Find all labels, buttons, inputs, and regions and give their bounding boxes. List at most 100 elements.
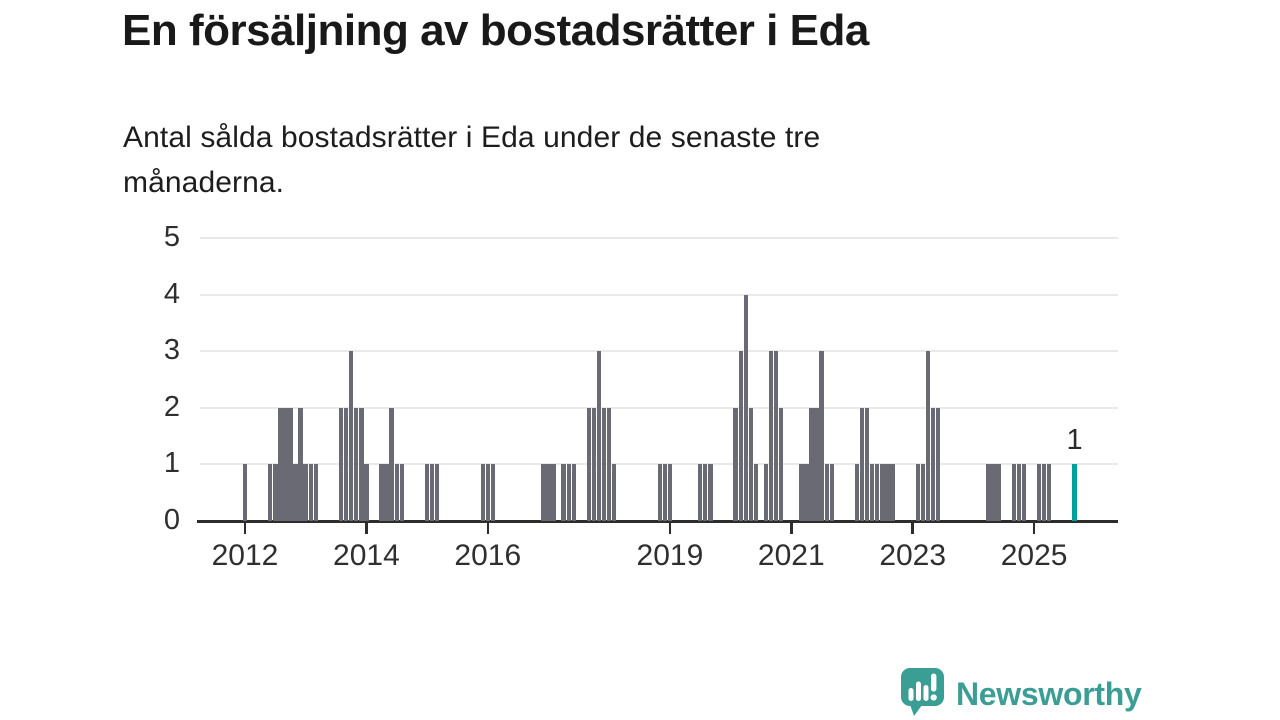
bar-2012-12 [298, 407, 303, 521]
y-tick-label: 4 [163, 277, 180, 310]
x-tick-label: 2016 [454, 539, 522, 572]
bar-2020-03 [738, 351, 743, 521]
bar-2016-01 [485, 464, 490, 521]
x-tick-label: 2023 [879, 539, 947, 572]
bar-2022-04 [864, 407, 870, 521]
x-tick-label: 2019 [636, 539, 704, 572]
bar-2017-05 [566, 464, 571, 521]
bar-2013-12 [359, 407, 364, 521]
bar-2014-04 [379, 464, 384, 521]
bar-2015-02 [429, 464, 435, 521]
chart-subtitle-line-2: månaderna. [123, 166, 285, 199]
bar-2018-01 [606, 407, 612, 521]
bar-2022-08 [885, 464, 890, 521]
newsworthy-logo[interactable]: Newsworthy [897, 665, 1142, 720]
bar-2015-01 [424, 464, 430, 521]
x-tick-label: 2021 [757, 539, 825, 572]
bar-2013-10 [349, 351, 354, 521]
bar-2018-11 [657, 464, 662, 521]
bar-2025-03 [1042, 464, 1047, 521]
gridline [200, 237, 1118, 239]
bar-2024-06 [996, 464, 1001, 521]
bar-2012-08 [278, 407, 283, 521]
bar-2024-05 [991, 464, 996, 521]
bar-2021-05 [809, 407, 814, 521]
bar-2021-06 [814, 407, 819, 521]
y-tick-label: 1 [163, 447, 180, 480]
x-tick-label: 2014 [333, 539, 400, 572]
x-tick-label: 2025 [1000, 539, 1068, 572]
bar-2014-05 [384, 464, 389, 521]
chart-subtitle-line-1: Antal sålda bostadsrätter i Eda under de… [123, 121, 821, 154]
y-tick-label: 5 [163, 221, 180, 253]
bar-2015-03 [435, 464, 440, 521]
bar-2022-05 [870, 464, 875, 521]
x-tick-label: 2012 [211, 539, 279, 572]
x-axis-tick [486, 521, 490, 534]
x-axis-tick [243, 521, 247, 534]
bar-2017-04 [561, 464, 566, 521]
bar-2021-07 [819, 351, 824, 521]
bar-2017-10 [591, 407, 597, 521]
gridline [200, 293, 1118, 296]
bar-2022-09 [890, 464, 895, 521]
bar-2020-08 [763, 464, 769, 521]
bar-2019-01 [667, 464, 673, 521]
bar-2020-06 [753, 464, 759, 521]
bar-2024-09 [1011, 464, 1017, 521]
newsworthy-speech-bubble-chart-icon [897, 665, 947, 720]
bar-2021-09 [829, 464, 834, 521]
x-axis-tick [911, 521, 914, 534]
bar-2018-02 [612, 464, 617, 521]
bar-2012-09 [283, 407, 288, 521]
bar-2013-03 [313, 464, 318, 521]
bar-2012-10 [288, 407, 293, 521]
bar-2024-04 [986, 464, 991, 521]
gridline [200, 350, 1118, 353]
bar-2025-04 [1047, 464, 1052, 521]
y-tick-label: 0 [163, 504, 180, 536]
bar-2017-11 [596, 351, 602, 521]
bar-2023-02 [915, 464, 920, 521]
highlight-value-label: 1 [1066, 424, 1083, 456]
bar-2012-11 [293, 464, 298, 521]
x-axis-tick [365, 521, 368, 534]
bar-2023-03 [920, 464, 925, 521]
bar-2023-04 [925, 351, 931, 521]
bar-2022-03 [859, 407, 865, 521]
y-tick-label: 2 [163, 390, 180, 423]
bar-2013-09 [343, 407, 349, 521]
x-axis-tick [790, 521, 793, 534]
bar-2024-10 [1016, 464, 1022, 521]
bar-2020-05 [748, 407, 754, 521]
bar-2020-04 [743, 294, 748, 521]
bar-2017-01 [546, 464, 551, 521]
bar-2021-04 [804, 464, 809, 521]
bar-2014-08 [399, 464, 404, 521]
bar-2022-06 [875, 464, 880, 521]
bar-2013-02 [308, 464, 313, 521]
bar-2013-11 [354, 407, 359, 521]
newsworthy-wordmark: Newsworthy [956, 676, 1142, 712]
bar-2019-08 [703, 464, 708, 521]
page-title: En försäljning av bostadsrätter i Eda [122, 6, 869, 55]
bar-2023-05 [930, 407, 936, 521]
bar-2019-07 [698, 464, 703, 521]
bar-2023-06 [935, 407, 941, 521]
bar-2012-01 [242, 464, 248, 521]
bar-2012-07 [273, 464, 278, 521]
bar-2025-09 [1072, 464, 1077, 521]
bar-2012-06 [268, 464, 273, 521]
x-axis-tick [1032, 521, 1036, 534]
bar-2022-07 [880, 464, 885, 521]
bar-2013-08 [338, 407, 344, 521]
bar-2014-01 [364, 464, 369, 521]
bar-2020-02 [733, 407, 738, 521]
bar-2017-09 [586, 407, 592, 521]
y-tick-label: 3 [163, 334, 180, 367]
gridline [200, 406, 1118, 409]
bar-2022-02 [854, 464, 860, 521]
x-axis-tick [668, 521, 672, 534]
bar-2014-06 [389, 407, 394, 521]
